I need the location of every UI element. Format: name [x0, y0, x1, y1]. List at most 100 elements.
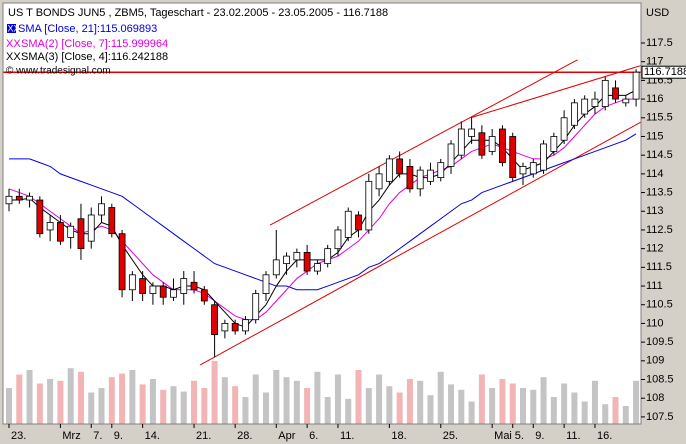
volume-bar [98, 388, 105, 424]
volume-bar [221, 377, 228, 424]
candle-body [447, 143, 455, 167]
volume-bar [417, 380, 424, 424]
y-tick-label: 110.5 [646, 299, 673, 311]
volume-bar [376, 374, 383, 424]
volume-bar [36, 383, 43, 424]
candle-body [26, 195, 33, 201]
candle-body [334, 229, 342, 250]
candle-body [365, 180, 373, 231]
candle-body [77, 218, 85, 250]
trendline [199, 121, 642, 366]
candle-body [344, 210, 352, 238]
candle-body [5, 195, 13, 205]
candle-body [632, 71, 640, 100]
volume-bar [448, 384, 455, 424]
candle-body [211, 304, 219, 336]
volume-bar [252, 374, 259, 424]
x-tick-label: 11. [566, 430, 580, 442]
x-tick-label: 21. [196, 430, 211, 442]
volume-bar [489, 388, 496, 424]
volume-bar [232, 386, 239, 424]
volume-bar [139, 384, 146, 424]
y-tick-label: 107.5 [646, 411, 674, 423]
volume-bar [211, 361, 218, 424]
volume-bar [160, 389, 167, 424]
volume-bar [437, 371, 444, 424]
candle-body [15, 195, 23, 201]
volume-bar [314, 371, 321, 424]
candle-body [601, 79, 609, 107]
candle-body [67, 225, 75, 238]
volume-bar [201, 388, 208, 424]
candle-body [478, 132, 486, 156]
volume-bar [242, 397, 249, 424]
legend-entry: SMA(2) [Close, 7]:115.999964 [21, 38, 168, 50]
volume-bar [406, 379, 413, 424]
volume-bar [324, 397, 331, 424]
volume-bar [365, 388, 372, 424]
candle-body [406, 165, 414, 190]
volume-bar [108, 377, 115, 424]
y-tick-label: 113 [646, 205, 664, 217]
candle-body [416, 169, 424, 190]
volume-bar [273, 370, 280, 424]
volume-bar [355, 370, 362, 424]
candle-body [139, 278, 147, 294]
candle-body [159, 285, 167, 298]
x-tick-label: 9. [535, 430, 544, 442]
y-tick-label: 117.5 [646, 37, 673, 49]
x-tick-label: 11. [340, 430, 354, 442]
candle-body [262, 274, 270, 294]
volume-bar [530, 389, 537, 424]
volume-bar [180, 391, 187, 424]
y-tick-label: 111.5 [646, 261, 672, 273]
candle-body [190, 281, 198, 291]
trendline [470, 64, 642, 119]
x-tick-label: 25. [443, 430, 458, 442]
legend-icon-text: XX [6, 38, 21, 50]
candle-body [57, 222, 64, 242]
candle-body [560, 117, 568, 141]
legend-icon-text: XX [8, 23, 20, 33]
y-tick-label: 114 [646, 168, 664, 180]
volume-bar [345, 398, 352, 424]
volume-bar [57, 380, 64, 424]
candle-body [98, 203, 105, 216]
volume-bar [263, 392, 269, 424]
volume-bar [47, 379, 54, 424]
candle-body [200, 289, 208, 302]
candle-body [283, 255, 290, 265]
x-tick-label: 16. [597, 430, 612, 442]
legend-entry: SMA [Close, 21]:115.069893 [18, 23, 157, 35]
volume-bar [602, 404, 609, 424]
candle-body [375, 173, 383, 190]
volume-bar [550, 397, 557, 424]
x-tick-label: 14. [145, 430, 160, 442]
volume-bar [77, 371, 84, 424]
volume-bar [633, 380, 640, 424]
last-price-box [641, 65, 686, 79]
volume-bar [396, 392, 403, 424]
last-price-label: 116.7188 [644, 66, 686, 78]
y-tick-label: 114.5 [646, 149, 673, 161]
candle-body [118, 233, 126, 291]
y-tick-label: 117 [646, 56, 664, 68]
candle-body [437, 162, 445, 179]
sma-line [9, 133, 637, 291]
volume-bar [334, 374, 341, 424]
candle-body [355, 214, 362, 231]
x-tick-label: Apr [278, 430, 295, 442]
volume-bar [612, 397, 619, 424]
candle-body [488, 136, 496, 152]
legend-icon-text: XX [6, 51, 21, 63]
candle-body [221, 323, 229, 332]
volume-bar [170, 386, 177, 424]
y-tick-label: 108 [646, 392, 664, 404]
volume-bar [149, 379, 156, 424]
candle-body [509, 136, 517, 179]
volume-bar [283, 377, 290, 424]
volume-bar [571, 392, 578, 424]
candle-body [149, 285, 157, 294]
trendline [269, 59, 578, 226]
volume-bar [622, 406, 629, 424]
